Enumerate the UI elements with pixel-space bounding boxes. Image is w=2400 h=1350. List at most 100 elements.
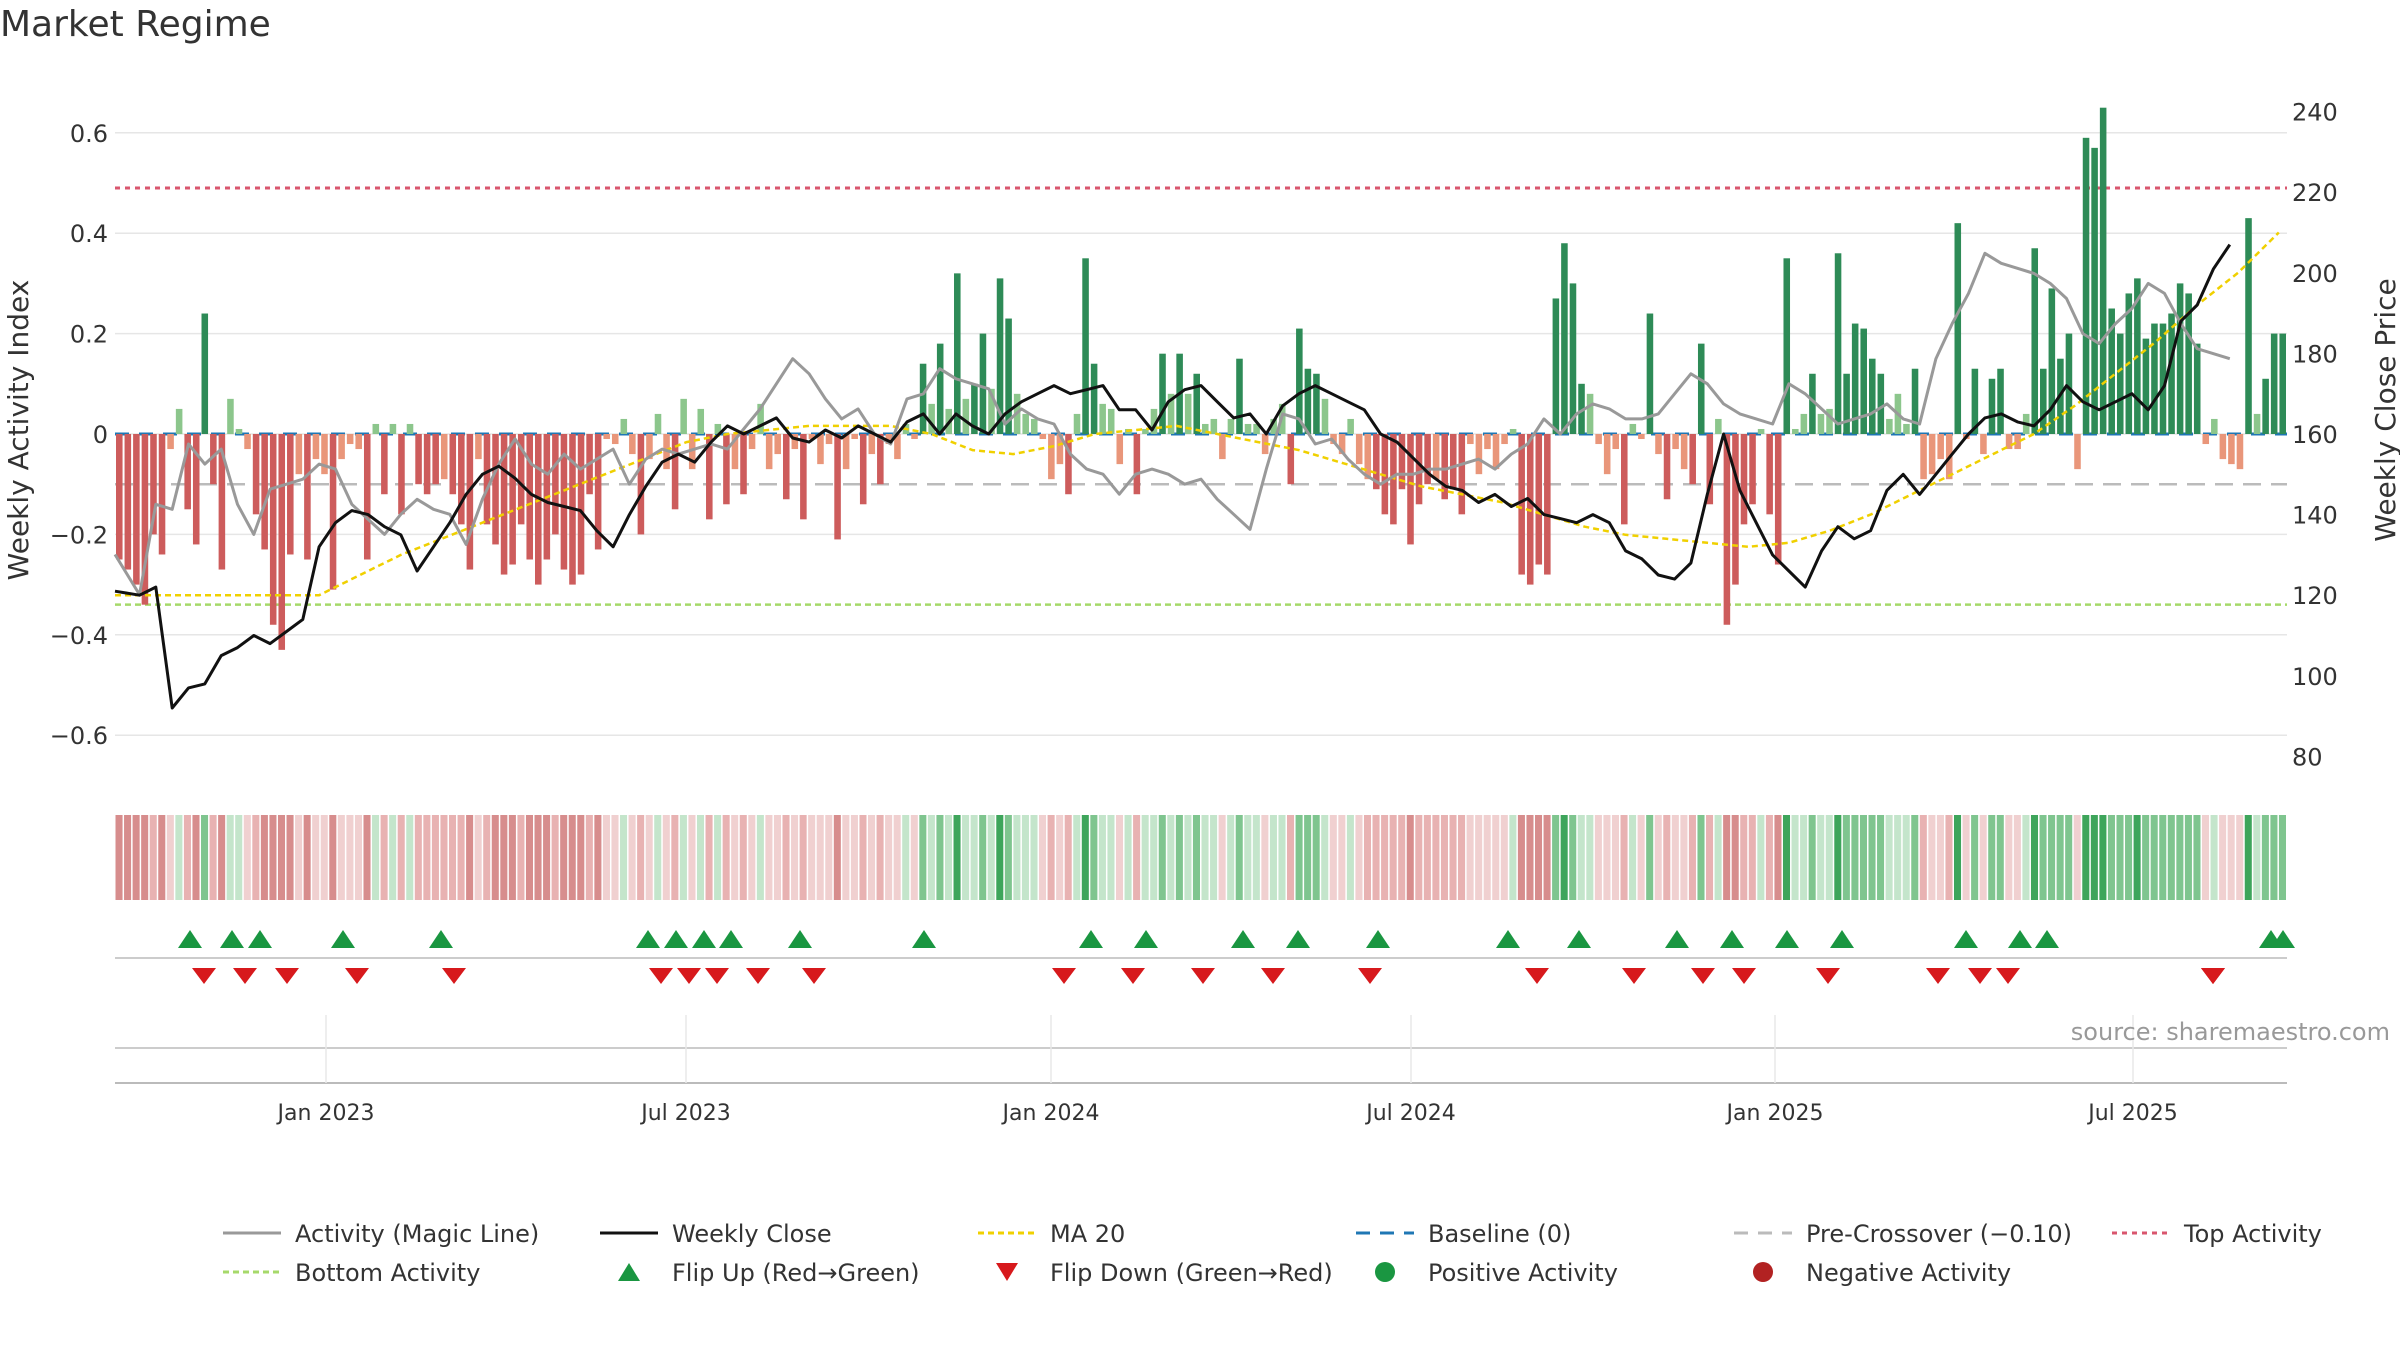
regime-cell (2082, 815, 2090, 900)
activity-bar (1039, 434, 1047, 440)
regime-cell (508, 815, 516, 900)
regime-cell (286, 815, 294, 900)
regime-cell (466, 815, 474, 900)
regime-cell (1252, 815, 1260, 900)
regime-cell (158, 815, 166, 900)
regime-cell (1372, 815, 1380, 900)
activity-bar (1022, 413, 1029, 434)
activity-bar (552, 434, 559, 535)
activity-bar (1612, 434, 1620, 450)
activity-bar (928, 403, 935, 434)
regime-cell (688, 815, 696, 900)
activity-bar (1920, 434, 1927, 480)
activity-bar (1296, 328, 1303, 434)
activity-bar (1424, 434, 1431, 485)
regime-cell (1381, 815, 1389, 900)
regime-cell (243, 815, 251, 900)
flip-down-marker (1121, 968, 1145, 984)
x-tick-label: Jul 2023 (639, 1101, 731, 1126)
activity-bar (1407, 434, 1414, 545)
activity-bar (1561, 243, 1568, 434)
regime-cell (1449, 815, 1457, 900)
flip-up-marker (2035, 930, 2059, 948)
activity-bar (1484, 434, 1491, 450)
regime-cell (201, 815, 209, 900)
regime-cell (166, 815, 174, 900)
regime-cell (1757, 815, 1765, 900)
flip-up-marker (2271, 930, 2295, 948)
activity-bar (842, 434, 850, 470)
activity-bar (355, 434, 362, 450)
regime-cell (320, 815, 328, 900)
activity-bar (124, 434, 132, 570)
regime-cell (654, 815, 662, 900)
activity-bar (1740, 434, 1748, 525)
regime-cell (1731, 815, 1739, 900)
flip-down-marker (233, 968, 257, 984)
regime-cell (2022, 815, 2030, 900)
regime-cell (218, 815, 226, 900)
regime-cell (1415, 815, 1423, 900)
regime-cell (363, 815, 371, 900)
regime-cell (970, 815, 978, 900)
activity-bar (1646, 313, 1654, 434)
activity-bar (936, 343, 944, 434)
activity-bar (1851, 323, 1859, 434)
activity-bar (1638, 434, 1645, 440)
regime-cell (149, 815, 157, 900)
regime-cell (2005, 815, 2013, 900)
regime-cell (1534, 815, 1543, 900)
regime-cell (1526, 815, 1534, 900)
regime-cell (346, 815, 354, 900)
ma-20-line (115, 231, 2280, 597)
activity-bar (1441, 434, 1448, 500)
flip-down-marker (192, 968, 216, 984)
y-right-tick-label: 140 (2292, 502, 2338, 530)
regime-cell (534, 815, 542, 900)
activity-bar (1792, 428, 1799, 434)
regime-cell (1244, 815, 1252, 900)
flip-up-marker (1567, 930, 1591, 948)
regime-cell (2073, 815, 2081, 900)
flip-up-marker (2008, 930, 2032, 948)
activity-bar (1475, 434, 1483, 475)
regime-cell (132, 815, 140, 900)
regime-cell (337, 815, 345, 900)
source-label: source: sharemaestro.com (2071, 1018, 2390, 1046)
regime-cell (423, 815, 431, 900)
legend: Activity (Magic Line) Weekly Close MA 20 Ba… (223, 1220, 2322, 1287)
regime-cell (919, 815, 927, 900)
activity-bar (381, 434, 388, 495)
activity-bar (688, 434, 696, 470)
regime-cell (1355, 815, 1363, 900)
activity-bar (817, 434, 824, 465)
regime-cell (1124, 815, 1132, 900)
regime-cell (1629, 815, 1637, 900)
activity-bar (406, 423, 414, 434)
regime-cell (1312, 815, 1320, 900)
flip-down-marker (649, 968, 673, 984)
activity-bar (1774, 434, 1782, 565)
y-right-axis-title: Weekly Close Price (2369, 278, 2400, 541)
legend-label: Negative Activity (1806, 1259, 2011, 1287)
regime-cell (209, 815, 217, 900)
activity-bar (2245, 218, 2252, 434)
activity-bar (800, 434, 807, 520)
regime-cell (594, 815, 602, 900)
activity-bar (1800, 413, 1808, 434)
regime-cell (1295, 815, 1303, 900)
activity-bar (1270, 418, 1277, 434)
activity-bar (526, 434, 534, 560)
regime-cell (1141, 815, 1149, 900)
activity-bar (1766, 434, 1773, 515)
y-left-tick-label: 0.4 (70, 220, 108, 248)
activity-bar (2159, 323, 2167, 434)
regime-cell (816, 815, 824, 900)
activity-bar (475, 434, 482, 460)
regime-cell (543, 815, 551, 900)
regime-cell (115, 815, 123, 900)
flip-down-marker (345, 968, 369, 984)
lower-panel: Jan 2023 Jul 2023 Jan 2024 Jul 2024 Jan 2025… (115, 1015, 2287, 1126)
activity-bar (287, 434, 294, 555)
activity-bar (1313, 373, 1320, 434)
